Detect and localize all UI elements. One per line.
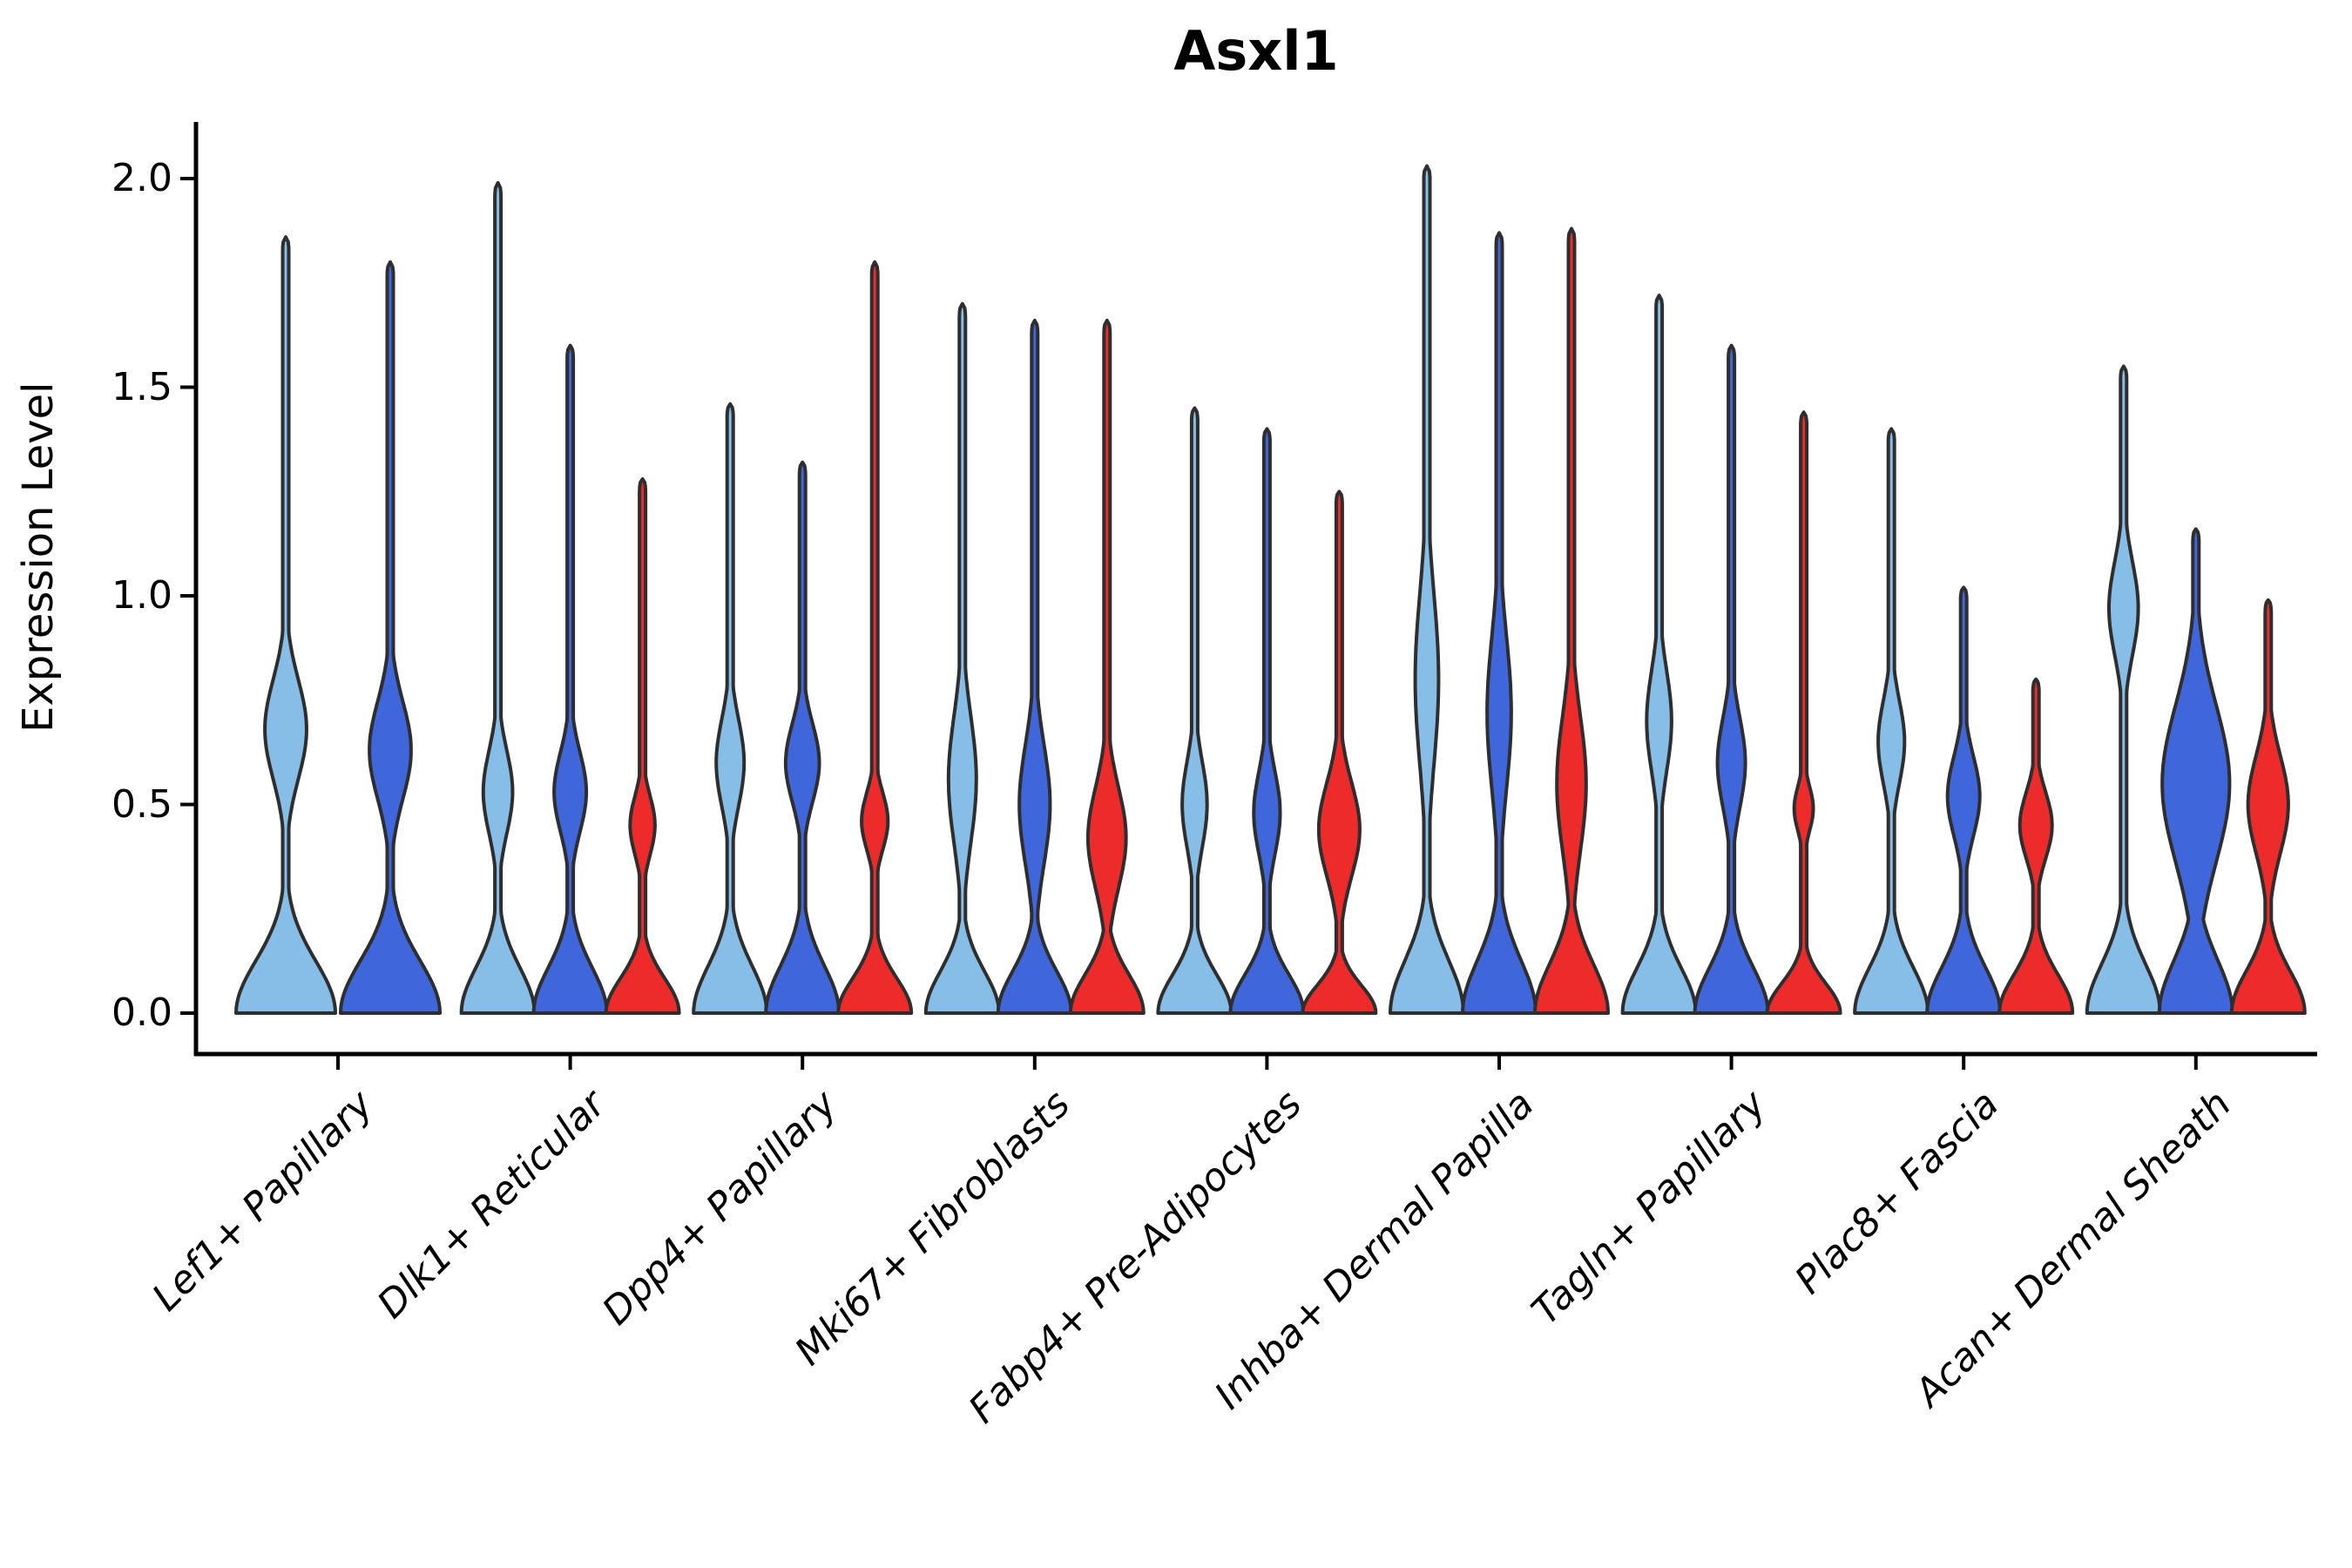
y-tick-label: 1.0: [112, 573, 172, 618]
violin-inhba-series1: [1389, 164, 1465, 1015]
y-axis-label: Expression Level: [14, 382, 63, 733]
violin-dpp4-series3: [836, 260, 914, 1015]
violin-mki67-series2: [996, 318, 1073, 1015]
y-tick-label: 1.5: [112, 364, 172, 409]
violin-dlk1-series2: [531, 343, 609, 1015]
violin-acan-series3: [2229, 598, 2307, 1015]
violin-tagln-series1: [1620, 294, 1698, 1015]
violin-acan-series2: [2157, 527, 2234, 1015]
violin-lef1-series1: [234, 235, 337, 1015]
violin-plac8-series1: [1853, 427, 1930, 1015]
violin-tagln-series3: [1765, 410, 1842, 1015]
chart-title: Asxl1: [1173, 19, 1339, 83]
violin-inhba-series2: [1461, 231, 1538, 1015]
violin-fabp4-series3: [1301, 490, 1378, 1015]
violin-dlk1-series1: [459, 180, 537, 1015]
y-tick-label: 0.5: [112, 781, 172, 827]
y-tick-label: 0.0: [112, 990, 172, 1035]
violin-inhba-series3: [1533, 226, 1610, 1015]
violin-mki67-series1: [923, 301, 1001, 1015]
violin-plac8-series3: [1997, 677, 2075, 1015]
y-tick-label: 2.0: [112, 156, 172, 200]
violin-acan-series1: [2085, 364, 2162, 1015]
violin-fabp4-series2: [1228, 427, 1306, 1015]
violin-dlk1-series3: [604, 476, 681, 1015]
violin-dpp4-series1: [692, 402, 769, 1015]
violin-tagln-series2: [1693, 343, 1770, 1015]
violin-fabp4-series1: [1156, 406, 1233, 1015]
violin-mki67-series3: [1068, 318, 1146, 1015]
violin-plac8-series2: [1925, 585, 2003, 1015]
violin-lef1-series2: [339, 260, 442, 1015]
violin-dpp4-series2: [764, 460, 841, 1015]
